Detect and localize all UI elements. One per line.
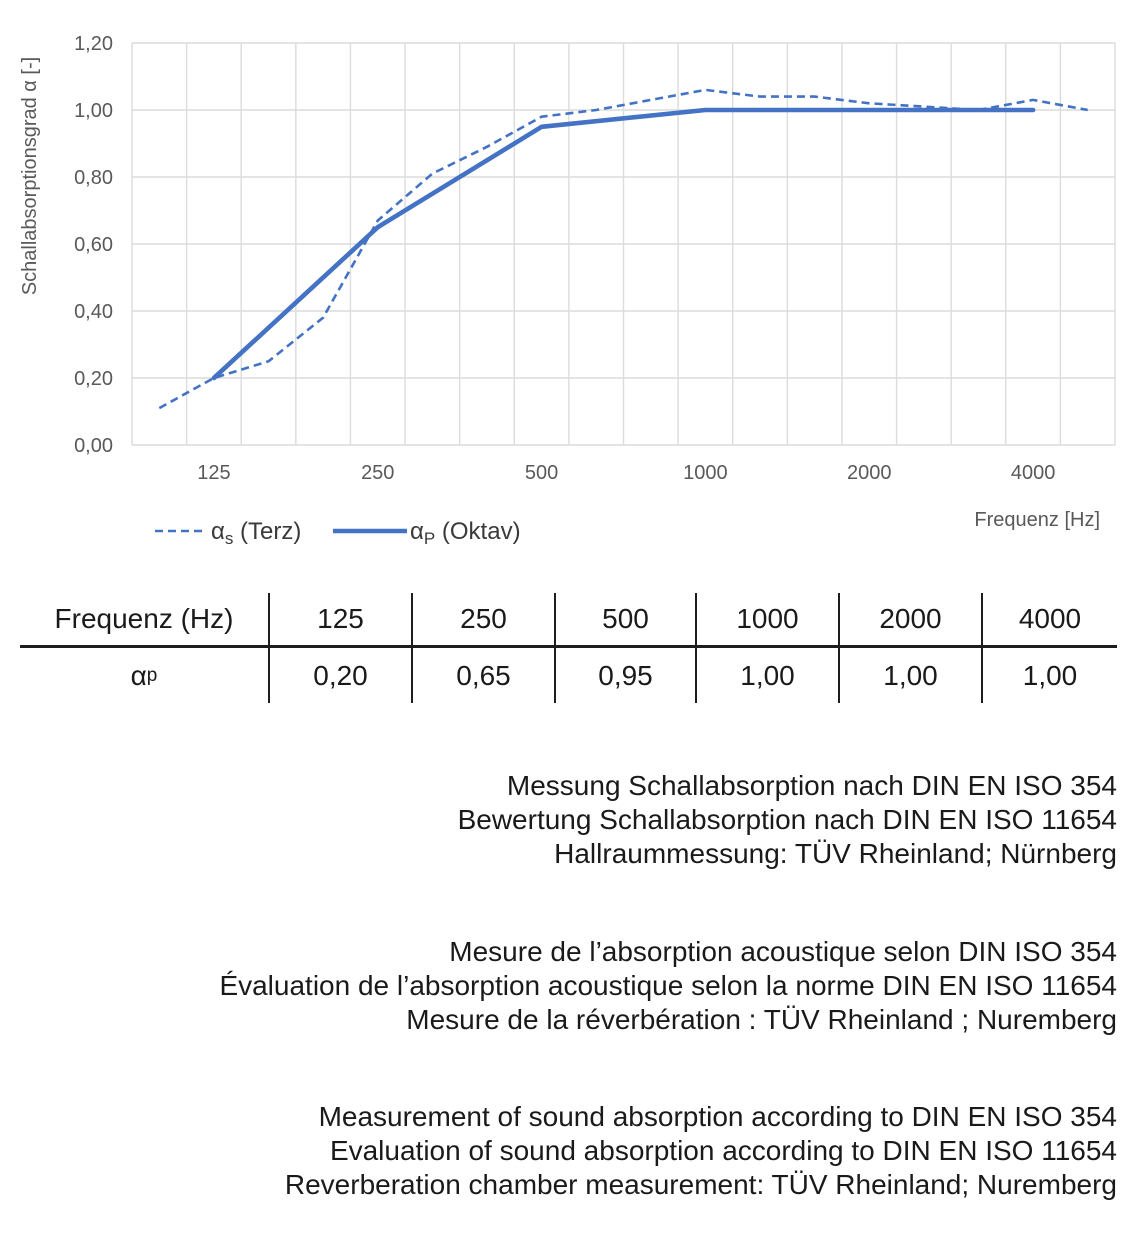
y-tick-label: 0,60 — [74, 234, 113, 256]
x-tick-label: 2000 — [847, 462, 892, 484]
alpha-p-value-250: 0,65 — [411, 648, 554, 703]
note-english-line-1: Measurement of sound absorption accordin… — [318, 1101, 1117, 1132]
note-french-line-2: Évaluation de l’absorption acoustique se… — [219, 970, 1117, 1001]
chart-legend: αs (Terz) αP (Oktav) — [155, 518, 521, 548]
table-header-freq-1000: 1000 — [695, 593, 838, 645]
absorption-table: Frequenz (Hz) 125 250 500 1000 2000 4000… — [20, 593, 1117, 703]
note-german-line-3: Hallraummessung: TÜV Rheinland; Nürnberg — [554, 838, 1117, 869]
note-french: Mesure de l’absorption acoustique selon … — [18, 935, 1117, 1037]
y-axis-title: Schallabsorptionsgrad α [-] — [19, 57, 41, 295]
alpha-p-value-1000: 1,00 — [695, 648, 838, 703]
y-tick-label: 1,00 — [74, 100, 113, 122]
note-english-line-3: Reverberation chamber measurement: TÜV R… — [284, 1169, 1117, 1200]
note-german: Messung Schallabsorption nach DIN EN ISO… — [18, 769, 1117, 871]
x-tick-label: 1000 — [683, 462, 728, 484]
alpha-p-value-125: 0,20 — [268, 648, 411, 703]
alpha-symbol: α — [130, 659, 147, 691]
table-header-freq-125: 125 — [268, 593, 411, 645]
note-french-line-3: Mesure de la réverbération : TÜV Rheinla… — [406, 1004, 1117, 1035]
alpha-p-value-2000: 1,00 — [838, 648, 981, 703]
table-header-frequency: Frequenz (Hz) — [54, 603, 234, 634]
y-tick-label: 1,20 — [74, 33, 113, 55]
alpha-p-value-4000: 1,00 — [981, 648, 1117, 703]
table-header-row: Frequenz (Hz) 125 250 500 1000 2000 4000 — [20, 593, 1117, 648]
y-tick-label: 0,80 — [74, 167, 113, 189]
y-axis-tick-labels: 0,00 0,20 0,40 0,60 0,80 1,00 1,20 — [74, 33, 113, 457]
table-header-freq-250: 250 — [411, 593, 554, 645]
y-tick-label: 0,40 — [74, 301, 113, 323]
note-english: Measurement of sound absorption accordin… — [18, 1100, 1117, 1202]
legend-label-terz: αs (Terz) — [211, 518, 301, 548]
y-tick-label: 0,00 — [74, 435, 113, 457]
note-german-line-1: Messung Schallabsorption nach DIN EN ISO… — [506, 770, 1117, 801]
legend-label-oktav: αP (Oktav) — [410, 518, 521, 548]
x-tick-label: 250 — [361, 462, 394, 484]
plot-gridlines — [131, 42, 1116, 446]
note-english-line-2: Evaluation of sound absorption according… — [329, 1135, 1117, 1166]
x-tick-label: 125 — [197, 462, 230, 484]
x-tick-label: 4000 — [1011, 462, 1056, 484]
note-french-line-1: Mesure de l’absorption acoustique selon … — [449, 936, 1117, 967]
alpha-p-value-500: 0,95 — [554, 648, 695, 703]
series-oktav-solid-line — [211, 107, 1036, 381]
x-tick-label: 500 — [525, 462, 558, 484]
table-header-freq-500: 500 — [554, 593, 695, 645]
y-tick-label: 0,20 — [74, 368, 113, 390]
table-header-freq-4000: 4000 — [981, 593, 1117, 645]
series-terz-dashed-line — [158, 88, 1088, 410]
table-header-freq-2000: 2000 — [838, 593, 981, 645]
note-german-line-2: Bewertung Schallabsorption nach DIN EN I… — [457, 804, 1117, 835]
absorption-chart: 0,00 0,20 0,40 0,60 0,80 1,00 1,20 125 250 500 100… — [19, 33, 1116, 548]
x-axis-tick-labels: 125 250 500 1000 2000 4000 — [197, 462, 1055, 484]
x-axis-title: Frequenz [Hz] — [974, 509, 1100, 531]
